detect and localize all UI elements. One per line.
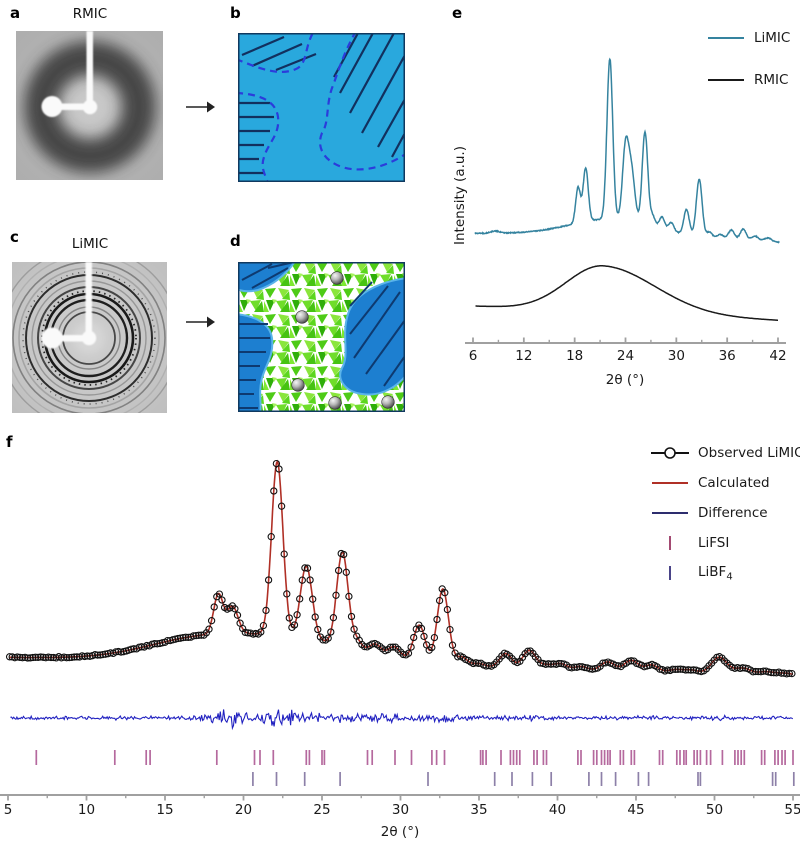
difference-curve <box>10 709 794 731</box>
panel-a-label: a <box>10 4 21 22</box>
line-marker <box>650 512 690 514</box>
polymer-hatch-lines <box>238 33 405 175</box>
axis-tick-label: 18 <box>566 348 583 364</box>
legend-label: LiBF4 <box>698 563 733 583</box>
axis-tick-label: 20 <box>235 802 252 818</box>
axis-tick-label: 24 <box>617 348 634 364</box>
legend-label: LiMIC <box>754 30 791 46</box>
legend-label: Observed LiMIC <box>698 445 800 461</box>
axis-tick-label: 10 <box>78 802 95 818</box>
legend-label: RMIC <box>754 72 789 88</box>
legend-f: Observed LiMIC Calculated Difference LiFSI L… <box>650 444 800 594</box>
legend-e: LiMIC RMIC <box>706 29 790 113</box>
axis-tick-label: 36 <box>719 348 736 364</box>
arrow-a-to-b <box>186 101 215 113</box>
legend-label: LiFSI <box>698 535 730 551</box>
rmic-curve <box>475 265 778 321</box>
axis-tick-label: 15 <box>156 802 173 818</box>
beam-stop <box>41 31 98 117</box>
legend-item-lifsi: LiFSI <box>650 534 800 552</box>
reflection-ticks-libf4 <box>252 772 795 786</box>
limic-curve <box>474 57 780 244</box>
legend-item-difference: Difference <box>650 504 800 522</box>
axis-tick-label: 5 <box>4 802 13 818</box>
axis-tick-label: 55 <box>784 802 800 818</box>
legend-item-observed-limic: Observed LiMIC <box>650 444 800 462</box>
legend-item-limic: LiMIC <box>706 29 790 47</box>
observed-data-points <box>5 459 796 678</box>
tick-marker <box>650 566 690 580</box>
panel-a-title: RMIC <box>72 6 108 22</box>
schematic-limic <box>238 262 405 412</box>
rietveld-plot: 5 10 15 20 25 30 35 40 45 50 55 <box>0 459 800 818</box>
axis-tick-label: 40 <box>549 802 566 818</box>
axis-tick-label: 35 <box>470 802 487 818</box>
legend-label: Difference <box>698 505 768 521</box>
waxs-image-rmic <box>16 31 163 180</box>
panel-f-label: f <box>6 433 13 451</box>
tick-marker <box>650 536 690 550</box>
axis-tick-label: 30 <box>668 348 685 364</box>
beam-stop <box>41 262 97 349</box>
line-marker <box>706 37 746 39</box>
axis-tick-label: 6 <box>469 348 478 364</box>
schematic-rmic <box>238 33 405 182</box>
panel-e-label: e <box>452 4 463 22</box>
domain-boundaries-dashed <box>238 33 405 182</box>
axis-tick-label: 12 <box>515 348 532 364</box>
x-axis-label-e: 2θ (°) <box>605 372 645 388</box>
lithium-ions <box>291 271 395 410</box>
panel-c-title: LiMIC <box>71 236 109 252</box>
legend-item-calculated: Calculated <box>650 474 800 492</box>
legend-item-rmic: RMIC <box>706 71 790 89</box>
axis-tick-label: 25 <box>313 802 330 818</box>
axis-tick-label: 50 <box>706 802 723 818</box>
axis-tick-label: 30 <box>392 802 409 818</box>
line-marker <box>706 79 746 81</box>
xrd-comparison-plot: 6 12 18 24 30 36 42 <box>465 57 787 364</box>
arrow-c-to-d <box>186 316 215 328</box>
panel-c-label: c <box>10 228 19 246</box>
legend-label: Calculated <box>698 475 770 491</box>
waxs-image-limic <box>12 262 167 413</box>
panel-b-label: b <box>230 4 241 22</box>
axis-tick-label: 45 <box>627 802 644 818</box>
reflection-ticks-lifsi <box>35 750 794 765</box>
legend-item-libf: LiBF4 <box>650 564 800 582</box>
x-axis-label-f: 2θ (°) <box>380 824 420 840</box>
axis-tick-label: 42 <box>769 348 786 364</box>
line-marker <box>650 482 690 484</box>
y-axis-label-e: Intensity (a.u.) <box>452 146 468 245</box>
panel-d-label: d <box>230 232 241 250</box>
